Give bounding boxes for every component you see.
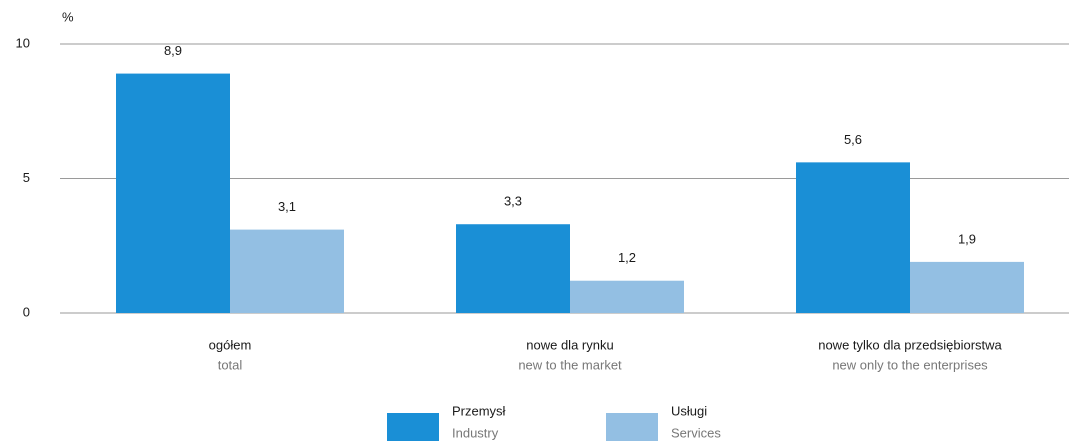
legend-sublabel: Industry (452, 425, 499, 440)
bar (456, 224, 570, 313)
bar (116, 73, 230, 313)
data-label: 1,9 (958, 231, 976, 246)
x-tick-sublabel: new to the market (518, 357, 622, 372)
x-tick-sublabel: new only to the enterprises (832, 357, 988, 372)
data-label: 1,2 (618, 250, 636, 265)
data-label: 3,1 (278, 199, 296, 214)
y-axis-label: % (62, 9, 74, 24)
y-tick-label: 10 (16, 35, 30, 50)
data-label: 5,6 (844, 132, 862, 147)
x-tick-label: nowe tylko dla przedsiębiorstwa (818, 337, 1002, 352)
legend-swatch (606, 413, 658, 441)
bar (570, 280, 684, 313)
bar (796, 162, 910, 313)
legend-label: Usługi (671, 403, 707, 418)
data-label: 8,9 (164, 43, 182, 58)
x-tick-label: ogółem (209, 337, 252, 352)
legend-swatch (387, 413, 439, 441)
y-tick-label: 5 (23, 170, 30, 185)
y-tick-label: 0 (23, 304, 30, 319)
x-tick-sublabel: total (218, 357, 243, 372)
data-label: 3,3 (504, 194, 522, 209)
legend-label: Przemysł (452, 403, 506, 418)
x-tick-label: nowe dla rynku (526, 337, 613, 352)
legend-sublabel: Services (671, 425, 721, 440)
bar (910, 261, 1024, 313)
bar (230, 229, 344, 313)
